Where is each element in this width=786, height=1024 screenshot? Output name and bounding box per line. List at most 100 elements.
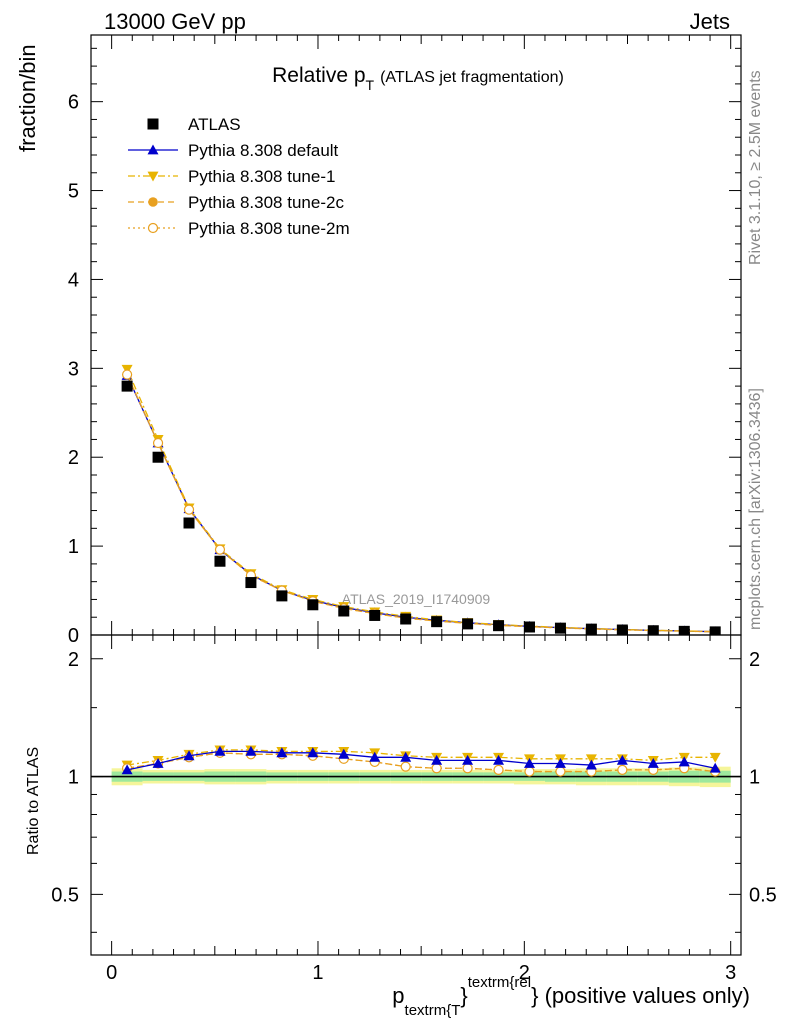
ratio-series-point xyxy=(523,757,535,768)
main-y-tick-label: 1 xyxy=(68,536,79,558)
x-axis-label-superscript: textrm{rel xyxy=(468,974,531,991)
legend-label: Pythia 8.308 tune-2m xyxy=(188,219,350,238)
ratio-series-line xyxy=(127,749,716,766)
ratio-series-point xyxy=(338,748,350,759)
ratio-series-point xyxy=(524,766,535,777)
legend-marker xyxy=(147,222,159,234)
header-energy-label: 13000 GeV pp xyxy=(104,9,246,34)
legend-label: Pythia 8.308 tune-2c xyxy=(188,193,344,212)
chart-title-subscript: T xyxy=(366,77,375,93)
main-series-point xyxy=(369,609,381,621)
main-series-point xyxy=(183,504,195,515)
ratio-y-tick-label-right: 1 xyxy=(749,767,760,789)
main-series-point xyxy=(709,626,721,635)
ratio-series-point xyxy=(709,762,721,773)
ratio-series-point xyxy=(431,754,443,765)
legend-marker xyxy=(148,197,158,207)
main-y-tick-label: 4 xyxy=(68,269,79,291)
main-y-tick-label: 0 xyxy=(68,625,79,647)
ratio-series-point xyxy=(555,766,566,777)
ratio-series-point xyxy=(678,756,690,767)
ratio-series-point xyxy=(585,754,597,765)
legend-marker xyxy=(147,144,159,155)
x-axis-label-brace: } xyxy=(460,983,467,1008)
main-series-point xyxy=(214,544,226,555)
x-axis-label: ptextrm{T}textrm{rel} (positive values o… xyxy=(392,974,750,1019)
main-y-tick-label: 2 xyxy=(68,447,79,469)
ratio-series-point xyxy=(276,747,288,758)
ratio-series-line xyxy=(127,752,716,773)
ratio-series-point xyxy=(245,745,257,756)
ratio-series-line xyxy=(126,750,716,771)
main-plot-watermark: ATLAS_2019_I1740909 xyxy=(342,591,491,607)
ratio-series-point xyxy=(493,764,504,775)
main-series-point xyxy=(245,577,257,589)
x-tick-label: 1 xyxy=(312,962,323,984)
mcplots-reference-label: mcplots.cern.ch [arXiv:1306.3436] xyxy=(747,388,764,630)
ratio-y-tick-label: 2 xyxy=(68,649,79,671)
chart-title-rest: (ATLAS jet fragmentation) xyxy=(380,69,564,86)
x-axis-label-subscript: textrm{T xyxy=(405,1002,461,1019)
legend-label: ATLAS xyxy=(188,115,241,134)
ratio-series-point xyxy=(183,750,195,761)
ratio-series-line xyxy=(127,752,716,773)
ratio-y-tick-label: 1 xyxy=(68,767,79,789)
ratio-series-point xyxy=(214,745,226,756)
main-series-point xyxy=(338,605,350,617)
ratio-series-point xyxy=(554,757,566,768)
ratio-series-point xyxy=(493,754,505,765)
main-series-point xyxy=(400,613,412,625)
legend-label: Pythia 8.308 default xyxy=(188,141,339,160)
main-series-point xyxy=(462,618,474,630)
main-series-point xyxy=(493,620,505,632)
x-axis-label-main: p xyxy=(392,983,404,1008)
main-series-point xyxy=(276,590,288,602)
x-axis-label-rest: } (positive values only) xyxy=(531,983,750,1008)
x-tick-label: 0 xyxy=(106,962,117,984)
ratio-series-point xyxy=(709,752,721,763)
ratio-series-point xyxy=(585,759,597,770)
main-series-point xyxy=(585,623,597,635)
ratio-plot-frame xyxy=(90,634,742,956)
main-series-point xyxy=(183,517,195,529)
ratio-series-point xyxy=(121,764,133,775)
ratio-series-point xyxy=(152,757,164,768)
main-plot-panel: 1 2 3 4 5 6 0 ATLAS_2019_I1740909 fraction/bin… xyxy=(15,34,742,647)
main-series-point xyxy=(431,616,443,628)
legend-marker xyxy=(147,118,159,130)
ratio-series-point xyxy=(307,747,319,758)
rivet-version-label: Rivet 3.1.10, ≥ 2.5M events xyxy=(747,70,764,265)
legend-marker xyxy=(147,171,159,182)
ratio-series-point xyxy=(462,754,474,765)
legend: ATLAS Pythia 8.308 default Pythia 8.308 tu… xyxy=(128,115,350,238)
main-series-point xyxy=(554,622,566,634)
main-series-point xyxy=(214,555,226,567)
ratio-series-point xyxy=(617,764,628,775)
ratio-y-axis-label: Ratio to ATLAS xyxy=(25,747,42,855)
ratio-y-tick-label-right: 0.5 xyxy=(749,884,777,906)
ratio-series-point xyxy=(431,763,442,774)
main-y-tick-label: 5 xyxy=(68,181,79,203)
x-tick-label: 3 xyxy=(725,962,736,984)
x-tick-label: 2 xyxy=(519,962,530,984)
main-series-point xyxy=(152,437,164,449)
main-series-point xyxy=(122,369,133,380)
main-y-tick-label: 3 xyxy=(68,358,79,380)
main-y-axis-label: fraction/bin xyxy=(15,44,40,152)
ratio-series-point xyxy=(369,751,381,762)
main-y-tick-label: 6 xyxy=(68,92,79,114)
main-series-point xyxy=(152,451,164,463)
ratio-y-tick-label-right: 2 xyxy=(749,649,760,671)
ratio-series-point xyxy=(647,757,659,768)
main-series-point xyxy=(647,625,659,635)
chart-title-main: Relative p xyxy=(272,64,365,87)
main-series-point xyxy=(121,380,133,392)
main-series-point xyxy=(678,625,690,635)
header-process-label: Jets xyxy=(690,9,730,34)
ratio-series-point xyxy=(400,761,411,772)
ratio-series-point xyxy=(462,763,473,774)
ratio-plot-panel: 0.5 0.5 1 1 2 2 0 1 2 3 Ratio to ATLAS ptextrm{T}… xyxy=(25,634,777,1019)
main-series-point xyxy=(523,621,535,633)
legend-label: Pythia 8.308 tune-1 xyxy=(188,167,335,186)
